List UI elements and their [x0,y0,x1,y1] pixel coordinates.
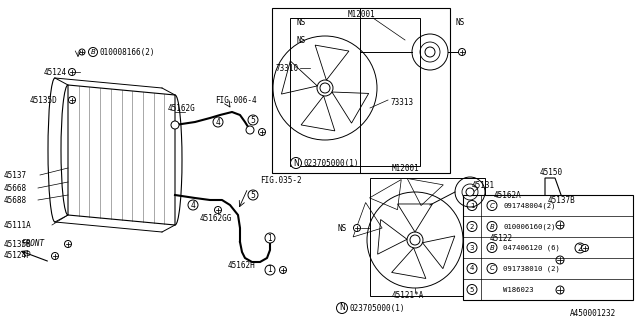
Circle shape [246,126,254,134]
Text: NS: NS [455,18,464,27]
Circle shape [214,206,221,213]
Text: FIG.006-4: FIG.006-4 [215,95,257,105]
Circle shape [213,117,223,127]
Circle shape [458,49,465,55]
Text: 047406120 (6): 047406120 (6) [503,244,560,251]
Text: NS: NS [296,36,305,44]
Text: 5: 5 [470,286,474,292]
Circle shape [467,201,477,211]
Text: 73313: 73313 [390,98,413,107]
Text: 45122: 45122 [490,234,513,243]
Text: 023705000(1): 023705000(1) [303,158,358,167]
Circle shape [353,225,360,231]
Bar [463,195,633,300]
Text: 45124: 45124 [44,68,67,76]
Text: 023705000(1): 023705000(1) [349,303,404,313]
Text: 45162GG: 45162GG [200,213,232,222]
Text: 091738010 (2): 091738010 (2) [503,265,560,272]
Text: 5: 5 [251,116,255,124]
Circle shape [487,221,497,231]
Circle shape [79,49,85,55]
Circle shape [291,157,301,169]
Circle shape [65,241,72,247]
Text: B: B [490,223,494,229]
Circle shape [337,302,348,314]
Text: 2: 2 [470,223,474,229]
Text: 5: 5 [251,190,255,199]
Text: 45162G: 45162G [168,103,196,113]
Circle shape [188,200,198,210]
Text: 3: 3 [470,244,474,251]
Circle shape [265,265,275,275]
Text: FIG.035-2: FIG.035-2 [260,175,301,185]
Text: 45162H: 45162H [228,260,256,269]
Text: NS: NS [337,223,346,233]
Circle shape [259,129,266,135]
Circle shape [320,83,330,93]
Text: 4: 4 [216,117,220,126]
Circle shape [467,221,477,231]
Text: 45137B: 45137B [548,196,576,204]
Text: 45131: 45131 [472,180,495,189]
Text: 45150: 45150 [540,167,563,177]
Text: 4: 4 [470,266,474,271]
Text: NS: NS [296,18,305,27]
Circle shape [487,263,497,274]
Text: 091748004(2): 091748004(2) [503,202,556,209]
Circle shape [88,47,97,57]
Circle shape [467,284,477,294]
Circle shape [467,243,477,252]
Circle shape [280,267,287,274]
Circle shape [575,243,585,253]
Circle shape [556,221,564,229]
Bar [370,178,485,296]
Text: 1: 1 [268,266,273,275]
Text: 1: 1 [268,234,273,243]
Text: A450001232: A450001232 [570,309,616,318]
Circle shape [487,243,497,252]
Circle shape [487,201,497,211]
Circle shape [556,286,564,294]
Text: 4: 4 [191,201,195,210]
Text: 45688: 45688 [4,196,27,204]
Text: 45668: 45668 [4,183,27,193]
Text: C: C [490,266,495,271]
Text: 45111A: 45111A [4,220,32,229]
Text: N: N [293,158,299,167]
Circle shape [68,97,76,103]
Bar [272,8,450,173]
Circle shape [410,235,420,245]
Circle shape [171,121,179,129]
Text: M12001: M12001 [348,10,376,19]
Circle shape [466,188,474,196]
Text: 45135D: 45135D [30,95,58,105]
Text: M12001: M12001 [392,164,420,172]
Circle shape [68,68,76,76]
Text: 45162A: 45162A [494,190,522,199]
Circle shape [467,263,477,274]
Circle shape [582,244,589,252]
Circle shape [425,47,435,57]
Text: 73310: 73310 [275,63,298,73]
Text: C: C [490,203,495,209]
Text: N: N [339,303,345,313]
Circle shape [248,190,258,200]
Bar [290,18,420,166]
Text: 010008166(2): 010008166(2) [99,47,154,57]
Text: FRONT: FRONT [22,238,45,247]
Text: 010006160(2): 010006160(2) [503,223,556,230]
Circle shape [556,256,564,264]
Text: 2: 2 [578,244,582,252]
Text: 45121*A: 45121*A [392,292,424,300]
Text: 45137: 45137 [4,171,27,180]
Text: B: B [490,244,494,251]
Text: W186023: W186023 [503,286,534,292]
Text: B: B [91,49,95,55]
Text: 1: 1 [470,203,474,209]
Circle shape [51,252,58,260]
Text: 45135B: 45135B [4,239,32,249]
Text: 45124P: 45124P [4,252,32,260]
Circle shape [265,233,275,243]
Circle shape [248,115,258,125]
